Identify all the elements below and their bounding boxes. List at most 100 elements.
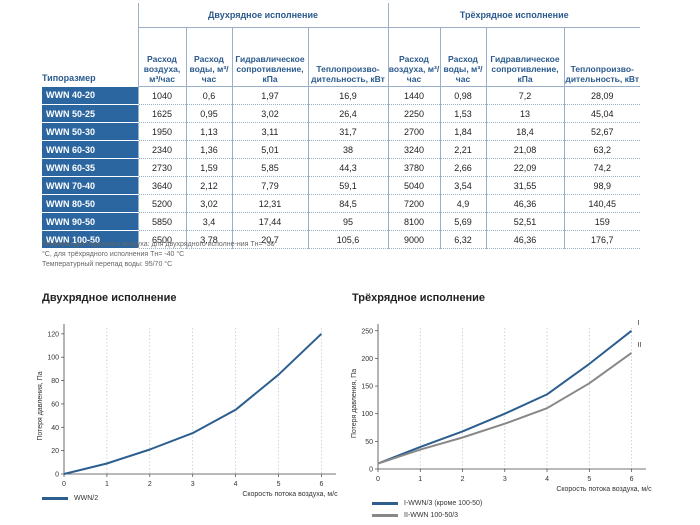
table-cell: 7200 — [387, 194, 440, 213]
table-cell: 3,02 — [185, 194, 232, 213]
legend-swatch — [372, 514, 398, 517]
table-cell: 1,53 — [439, 104, 486, 123]
col-header: Теплопроизво-дительность, кВт — [563, 27, 640, 87]
legend-three-row-2: II-WWN 100-50/3 — [372, 512, 458, 519]
chart-title-three-row: Трёхрядное исполнение — [352, 292, 486, 304]
table-row: WWN 70-40 3640 2,12 7,79 59,1 5040 3,54 31,55 98… — [42, 176, 640, 195]
row-model-name: WWN 80-50 — [42, 194, 138, 213]
table-cell: 159 — [563, 212, 640, 231]
table-cell: 4,9 — [439, 194, 486, 213]
table-cell: 0,95 — [185, 104, 232, 123]
table-cell: 3,02 — [231, 104, 308, 123]
table-cell: 5040 — [387, 176, 440, 195]
y-tick-label: 50 — [365, 439, 373, 446]
table-cell: 2730 — [137, 158, 186, 177]
table-cell: 63,2 — [563, 140, 640, 159]
table-cell: 52,67 — [563, 122, 640, 141]
table-cell: 7,2 — [485, 86, 564, 105]
table-row: WWN 100-50 6500 3,78 20,7 105,6 9000 6,32 46,36… — [42, 230, 640, 249]
y-tick-label: 100 — [47, 355, 59, 362]
row-model-name: WWN 50-25 — [42, 104, 138, 123]
table-cell: 17,44 — [231, 212, 308, 231]
group-three-header: Трёхрядное исполнение — [387, 3, 640, 28]
table-cell: 3,4 — [185, 212, 232, 231]
table-cell: 3,78 — [185, 230, 232, 249]
table-cell: 31,55 — [485, 176, 564, 195]
table-cell: 2250 — [387, 104, 440, 123]
legend-two-row: WWN/2 — [42, 495, 98, 502]
chart-three-row: 0 50 100 150 200 250 0 1 2 3 4 5 6 Скорость потока во… — [351, 320, 652, 493]
table-cell: 5,69 — [439, 212, 486, 231]
table-cell: 2,66 — [439, 158, 486, 177]
table-cell: 3,11 — [231, 122, 308, 141]
x-tick-label: 2 — [148, 481, 152, 488]
table-row: WWN 50-25 1625 0,95 3,02 26,4 2250 1,53 13 45,04 — [42, 104, 640, 123]
table-row: WWN 50-30 1950 1,13 3,11 31,7 2700 1,84 18,4 52,… — [42, 122, 640, 141]
x-axis-label: Скорость потока воздуха, м/с — [242, 491, 338, 498]
table-cell: 5200 — [137, 194, 186, 213]
x-tick-label: 6 — [319, 481, 323, 488]
table-cell: 3780 — [387, 158, 440, 177]
row-model-name: WWN 90-50 — [42, 212, 138, 231]
table-row: WWN 80-50 5200 3,02 12,31 84,5 7200 4,9 46,36 14… — [42, 194, 640, 213]
table-cell: 22,09 — [485, 158, 564, 177]
col-header: Гидравлическое сопротивление, кПа — [231, 27, 308, 87]
legend-three-row-1: I-WWN/3 (кроме 100-50) — [372, 500, 482, 507]
x-tick-label: 4 — [234, 481, 238, 488]
table-cell: 13 — [485, 104, 564, 123]
table-cell: 26,4 — [307, 104, 388, 123]
table-cell: 0,98 — [439, 86, 486, 105]
chart-two-row: 0 20 40 60 80 100 120 0 1 2 3 4 5 6 Скорость потока во… — [37, 324, 338, 498]
group-two-header: Двухрядное исполнение — [137, 3, 388, 28]
table-cell: 2340 — [137, 140, 186, 159]
note-water-drop: Температурный перепад воды: 95/70 °С — [42, 261, 173, 268]
legend-label: I-WWN/3 (кроме 100-50) — [404, 500, 483, 507]
col-header: Теплопроизво-дительность, кВт — [307, 27, 388, 87]
table-cell: 3240 — [387, 140, 440, 159]
series-line — [377, 352, 633, 465]
x-tick-label: 2 — [461, 476, 465, 483]
table-cell: 5850 — [137, 212, 186, 231]
table-cell: 1,36 — [185, 140, 232, 159]
y-tick-label: 60 — [51, 401, 59, 408]
x-tick-label: 5 — [277, 481, 281, 488]
legend-label: II-WWN 100-50/3 — [404, 512, 459, 519]
x-tick-label: 6 — [630, 476, 634, 483]
series-line — [377, 330, 633, 465]
table-cell: 28,09 — [563, 86, 640, 105]
series-line — [63, 333, 323, 475]
row-model-name: WWN 60-30 — [42, 140, 138, 159]
legend-swatch — [372, 502, 398, 505]
col-header: Гидравлическое сопротивление, кПа — [485, 27, 564, 87]
y-tick-label: 20 — [51, 448, 59, 455]
x-tick-label: 3 — [191, 481, 195, 488]
row-model-name: WWN 50-30 — [42, 122, 138, 141]
table-cell: 38 — [307, 140, 388, 159]
table-cell: 18,4 — [485, 122, 564, 141]
x-tick-label: 1 — [418, 476, 422, 483]
table-row: WWN 60-35 2730 1,59 5,85 44,3 3780 2,66 22,09 74… — [42, 158, 640, 177]
table-cell: 52,51 — [485, 212, 564, 231]
table-cell: 46,36 — [485, 194, 564, 213]
legend-swatch — [42, 497, 68, 500]
y-axis-label: Потеря давления, Па — [37, 371, 44, 440]
x-tick-label: 3 — [503, 476, 507, 483]
table-cell: 0,6 — [185, 86, 232, 105]
table-row: WWN 60-30 2340 1,36 5,01 38 3240 2,21 21,08 63,2 — [42, 140, 640, 159]
y-axis-label: Потеря давления, Па — [351, 369, 358, 438]
table-cell: 2,21 — [439, 140, 486, 159]
table-cell: 1,59 — [185, 158, 232, 177]
table-cell: 12,31 — [231, 194, 308, 213]
table-cell: 16,9 — [307, 86, 388, 105]
y-tick-label: 250 — [361, 328, 373, 335]
note-temperature: Температура наружного воздуха: для двухр… — [42, 241, 275, 258]
y-tick-label: 150 — [361, 384, 373, 391]
table-cell: 98,9 — [563, 176, 640, 195]
spec-table: Типоразмер Двухрядное исполнение Трёхряд… — [42, 3, 640, 249]
table-cell: 9000 — [387, 230, 440, 249]
x-tick-label: 0 — [376, 476, 380, 483]
table-cell: 1040 — [137, 86, 186, 105]
table-cell: 46,36 — [485, 230, 564, 249]
table-cell: 1950 — [137, 122, 186, 141]
table-cell: 1,13 — [185, 122, 232, 141]
